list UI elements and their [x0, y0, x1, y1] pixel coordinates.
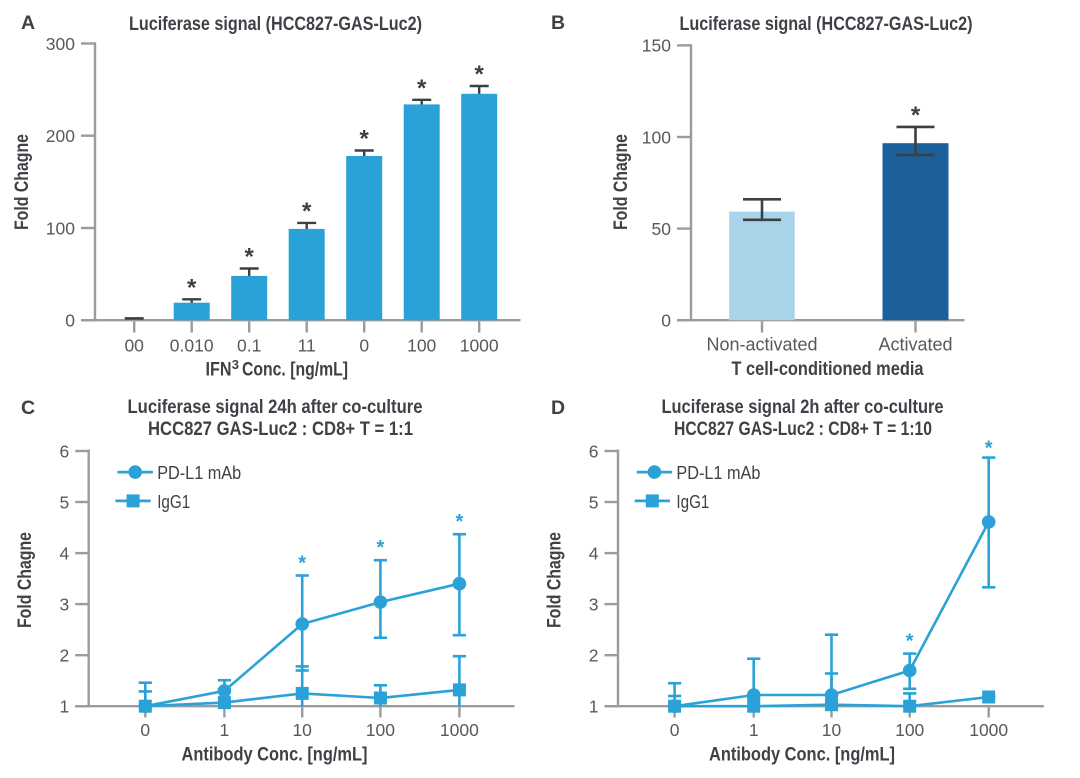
- svg-text:100: 100: [46, 218, 75, 238]
- svg-text:5: 5: [59, 492, 69, 512]
- svg-text:3: 3: [232, 357, 239, 372]
- svg-text:*: *: [417, 75, 427, 102]
- svg-text:3: 3: [59, 594, 69, 614]
- svg-text:0: 0: [670, 720, 680, 740]
- svg-text:A: A: [21, 12, 35, 34]
- svg-text:Luciferase signal (HCC827-GAS-: Luciferase signal (HCC827-GAS-Luc2): [129, 13, 422, 35]
- svg-text:1: 1: [749, 720, 759, 740]
- svg-text:*: *: [911, 102, 921, 129]
- svg-text:100: 100: [366, 720, 395, 740]
- svg-text:10: 10: [292, 720, 312, 740]
- svg-text:6: 6: [589, 441, 599, 461]
- svg-text:300: 300: [46, 34, 75, 54]
- svg-text:Fold Chagne: Fold Chagne: [12, 134, 33, 230]
- svg-text:HCC827 GAS-Luc2 : CD8+ T = 1:1: HCC827 GAS-Luc2 : CD8+ T = 1:10: [674, 418, 932, 440]
- svg-text:1000: 1000: [969, 720, 1008, 740]
- svg-text:100: 100: [407, 336, 436, 356]
- svg-text:1000: 1000: [440, 720, 479, 740]
- svg-text:4: 4: [59, 543, 69, 563]
- svg-text:*: *: [245, 244, 255, 271]
- svg-text:*: *: [985, 438, 993, 460]
- svg-text:5: 5: [589, 492, 599, 512]
- svg-text:1000: 1000: [460, 336, 499, 356]
- svg-text:IFN: IFN: [206, 360, 232, 381]
- svg-text:Luciferase signal (HCC827-GAS-: Luciferase signal (HCC827-GAS-Luc2): [680, 13, 973, 35]
- svg-text:*: *: [360, 126, 370, 153]
- svg-text:50: 50: [652, 219, 672, 239]
- svg-text:*: *: [456, 511, 464, 533]
- svg-text:100: 100: [642, 127, 671, 147]
- svg-text:Fold Chagne: Fold Chagne: [611, 134, 632, 230]
- svg-text:*: *: [298, 553, 306, 575]
- svg-text:1: 1: [589, 697, 599, 717]
- svg-text:HCC827 GAS-Luc2 : CD8+ T = 1:1: HCC827 GAS-Luc2 : CD8+ T = 1:1: [148, 418, 413, 440]
- svg-text:D: D: [551, 397, 565, 419]
- svg-text:11: 11: [298, 336, 316, 356]
- svg-text:1: 1: [59, 697, 69, 717]
- svg-text:Antibody Conc. [ng/mL]: Antibody Conc. [ng/mL]: [709, 745, 895, 766]
- svg-text:3: 3: [589, 594, 599, 614]
- svg-text:Non-activated: Non-activated: [706, 335, 817, 355]
- svg-text:2: 2: [589, 646, 599, 666]
- svg-text:Antibody Conc. [ng/mL]: Antibody Conc. [ng/mL]: [182, 745, 368, 766]
- svg-text:0: 0: [140, 720, 150, 740]
- svg-text:0: 0: [359, 336, 369, 356]
- svg-text:0.010: 0.010: [170, 336, 214, 356]
- svg-text:B: B: [551, 12, 565, 34]
- svg-text:6: 6: [59, 441, 69, 461]
- svg-text:*: *: [906, 631, 914, 653]
- svg-text:Luciferase signal 24h after co: Luciferase signal 24h after co-culture: [128, 396, 423, 418]
- svg-text:4: 4: [589, 543, 599, 563]
- svg-text:Activated: Activated: [878, 335, 952, 355]
- svg-text:1: 1: [220, 720, 230, 740]
- svg-text:150: 150: [642, 36, 671, 56]
- svg-text:Fold Chagne: Fold Chagne: [545, 532, 566, 628]
- svg-text:200: 200: [46, 126, 75, 146]
- svg-text:2: 2: [59, 646, 69, 666]
- svg-text:0: 0: [661, 311, 671, 331]
- svg-text:Conc. [ng/mL]: Conc. [ng/mL]: [242, 360, 348, 381]
- svg-text:*: *: [377, 537, 385, 559]
- svg-text:Fold Chagne: Fold Chagne: [15, 532, 36, 628]
- svg-text:*: *: [475, 61, 485, 88]
- svg-text:IgG1: IgG1: [676, 491, 709, 512]
- svg-text:*: *: [302, 198, 312, 225]
- svg-text:100: 100: [895, 720, 924, 740]
- svg-text:T cell-conditioned media: T cell-conditioned media: [732, 359, 924, 380]
- svg-text:IgG1: IgG1: [157, 491, 190, 512]
- svg-text:Luciferase signal 2h after co-: Luciferase signal 2h after co-culture: [662, 396, 944, 418]
- svg-text:0.1: 0.1: [237, 336, 261, 356]
- svg-text:PD-L1 mAb: PD-L1 mAb: [157, 462, 241, 483]
- svg-text:0: 0: [65, 311, 75, 331]
- svg-text:C: C: [21, 397, 35, 419]
- svg-text:00: 00: [124, 336, 144, 356]
- svg-text:PD-L1 mAb: PD-L1 mAb: [676, 462, 760, 483]
- svg-text:*: *: [187, 274, 197, 301]
- svg-text:10: 10: [822, 720, 842, 740]
